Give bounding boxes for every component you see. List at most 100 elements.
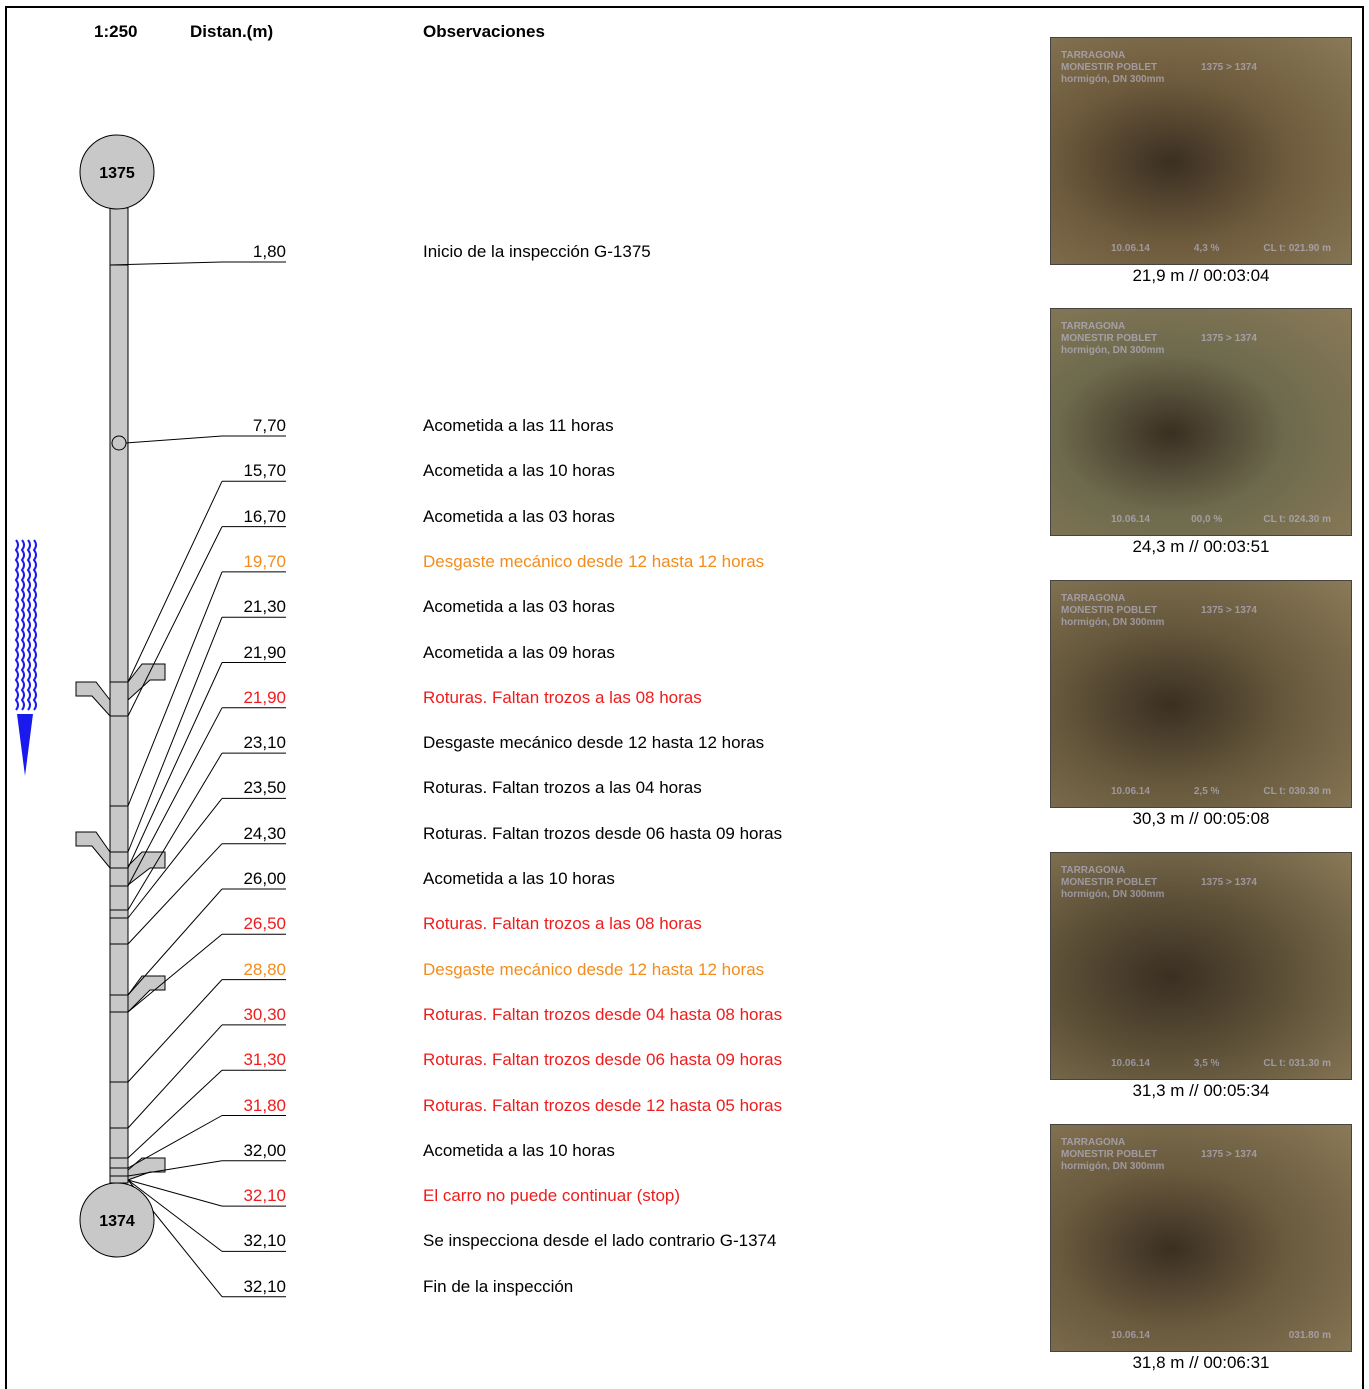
observation-text: Acometida a las 10 horas [423, 869, 615, 888]
photo-overlay-text: TARRAGONA MONESTIR POBLET hormigón, DN 300… [1061, 1137, 1164, 1173]
overlay-line: TARRAGONA [1061, 321, 1126, 332]
observation-text: Roturas. Faltan trozos a las 08 horas [423, 687, 702, 707]
manhole-label: 1375 [99, 165, 135, 182]
connection-right [127, 1157, 166, 1181]
distance-value: 32,10 [243, 1231, 286, 1251]
observation-text: Acometida a las 03 horas [423, 597, 615, 617]
connection-left [75, 681, 111, 718]
leader-line [127, 707, 223, 887]
observation-text: Acometida a las 10 horas [423, 461, 615, 481]
overlay-line: hormigón, DN 300mm [1061, 889, 1165, 900]
distance-value: 21,90 [243, 687, 286, 707]
leader-line [127, 481, 223, 683]
observation-text: Desgaste mecánico desde 12 hasta 12 hora… [423, 959, 765, 979]
leader-line [127, 1024, 223, 1129]
photo-caption: 31,8 m // 00:06:31 [1132, 1353, 1270, 1372]
observation-text: Acometida a las 03 horas [423, 506, 615, 526]
overlay-line: hormigón, DN 300mm [1061, 617, 1165, 628]
leader-line [127, 1160, 223, 1177]
overlay-stat: CL t: 024.30 m [1263, 514, 1331, 525]
photo-overlay-stats: 10.06.14 00,0 % CL t: 024.30 m [1111, 514, 1331, 525]
leader-line [127, 617, 223, 853]
overlay-stat: CL t: 031.30 m [1263, 1058, 1331, 1069]
distance-value: 23,50 [243, 778, 286, 798]
observation-text: Se inspecciona desde el lado contrario G… [423, 1231, 777, 1251]
observation-text: El carro no puede continuar (stop) [423, 1186, 681, 1206]
overlay-line: hormigón, DN 300mm [1061, 345, 1165, 356]
distance-value: 7,70 [252, 416, 286, 435]
distance-value: 1,80 [252, 242, 286, 261]
overlay-stat: 2,5 % [1193, 786, 1220, 797]
observation-text: Desgaste mecánico desde 12 hasta 12 hora… [423, 733, 765, 753]
pipe-body [75, 207, 166, 1184]
overlay-stat: CL t: 021.90 m [1263, 243, 1331, 254]
overlay-section: 1375 > 1374 [1201, 333, 1257, 344]
overlay-line: hormigón, DN 300mm [1061, 74, 1165, 85]
overlay-section: 1375 > 1374 [1201, 62, 1257, 73]
distance-value: 21,90 [243, 642, 286, 662]
photo-caption: 30,3 m // 00:05:08 [1132, 809, 1270, 828]
overlay-section: 1375 > 1374 [1201, 877, 1257, 888]
overlay-line: TARRAGONA [1061, 50, 1126, 61]
photo-overlay-text: TARRAGONA MONESTIR POBLET hormigón, DN 300… [1061, 865, 1164, 901]
distance-value: 21,30 [243, 597, 286, 617]
distance-value: 30,30 [243, 1004, 286, 1024]
overlay-stat: 3,5 % [1193, 1058, 1220, 1069]
overlay-stat: 00,0 % [1191, 514, 1223, 525]
observation-text: Acometida a las 10 horas [423, 1140, 615, 1160]
photo-overlay-text: TARRAGONA MONESTIR POBLET hormigón, DN 300… [1061, 50, 1164, 86]
overlay-stat: 10.06.14 [1111, 1330, 1150, 1341]
leader-line [127, 933, 223, 1013]
photo-overlay-text: TARRAGONA MONESTIR POBLET hormigón, DN 300… [1061, 321, 1164, 357]
page-frame [5, 6, 1364, 1389]
leader-line [127, 1115, 223, 1169]
overlay-section: 1375 > 1374 [1201, 1149, 1257, 1160]
distance-value: 32,10 [243, 1186, 286, 1206]
connection-right [127, 975, 166, 1014]
inspection-photo[interactable]: TARRAGONA MONESTIR POBLET hormigón, DN 300… [1050, 580, 1352, 808]
scale-header: 1:250 [94, 22, 138, 41]
pipe-rect [109, 207, 129, 1184]
connection-right [127, 663, 166, 702]
inspection-photo[interactable]: TARRAGONA MONESTIR POBLET hormigón, DN 300… [1050, 308, 1352, 536]
inspection-photo[interactable]: TARRAGONA MONESTIR POBLET hormigón, DN 300… [1050, 852, 1352, 1080]
overlay-line: TARRAGONA [1061, 1137, 1126, 1148]
observation-text: Roturas. Faltan trozos desde 12 hasta 05… [423, 1095, 783, 1115]
overlay-stat: 4,3 % [1193, 243, 1220, 254]
inspection-photo[interactable]: TARRAGONA MONESTIR POBLET hormigón, DN 300… [1050, 37, 1352, 265]
leader-line [127, 662, 223, 869]
distance-value: 26,50 [243, 914, 286, 934]
flow-arrowhead [17, 714, 33, 776]
overlay-stat: 10.06.14 [1111, 514, 1150, 525]
photo-overlay-stats: 10.06.14 4,3 % CL t: 021.90 m [1111, 243, 1331, 254]
inspection-photo[interactable]: TARRAGONA MONESTIR POBLET hormigón, DN 300… [1050, 1124, 1352, 1352]
overlay-line: MONESTIR POBLET [1061, 1149, 1158, 1160]
overlay-line: hormigón, DN 300mm [1061, 1161, 1165, 1172]
distance-value: 32,00 [243, 1140, 286, 1160]
leader-line [127, 888, 223, 996]
distance-value: 15,70 [243, 461, 286, 481]
flow-wave [14, 539, 19, 711]
flow-direction-icon [14, 539, 37, 776]
overlay-stat: 10.06.14 [1111, 243, 1150, 254]
observation-text: Roturas. Faltan trozos desde 04 hasta 08… [423, 1004, 783, 1024]
flow-wave [20, 539, 25, 711]
leader-line [127, 526, 223, 717]
manholes: 1375 1374 [79, 134, 155, 1258]
distance-value: 28,80 [243, 959, 286, 979]
distance-header: Distan.(m) [190, 22, 274, 41]
overlay-stat: 031.80 m [1288, 1330, 1331, 1341]
observation-text: Inicio de la inspección G-1375 [423, 242, 651, 261]
distance-value: 32,10 [243, 1276, 286, 1296]
leader-line [127, 979, 223, 1083]
distance-value: 31,80 [243, 1095, 286, 1115]
overlay-stat: CL t: 030.30 m [1263, 786, 1331, 797]
observations-header: Observaciones [423, 22, 545, 41]
distance-value: 23,10 [243, 733, 286, 753]
manhole-circle [79, 1182, 155, 1258]
distance-value: 19,70 [243, 551, 286, 571]
overlay-line: MONESTIR POBLET [1061, 605, 1158, 616]
photo-overlay-text: TARRAGONA MONESTIR POBLET hormigón, DN 300… [1061, 593, 1164, 629]
overlay-line: MONESTIR POBLET [1061, 333, 1158, 344]
